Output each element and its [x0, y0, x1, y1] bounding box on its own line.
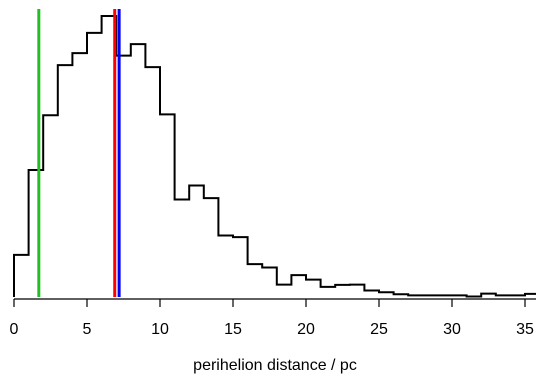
x-tick-label-35: 35 [516, 321, 534, 338]
x-tick-label-10: 10 [151, 321, 169, 338]
reference-lines [37, 9, 121, 297]
x-tick-label-0: 0 [10, 321, 19, 338]
x-tick-label-30: 30 [443, 321, 461, 338]
x-axis-label: perihelion distance / pc [193, 357, 357, 374]
plot-area [13, 15, 536, 298]
x-tick-label-25: 25 [370, 321, 388, 338]
x-tick-label-15: 15 [224, 321, 242, 338]
x-axis: 0 5 10 15 20 25 30 35 [10, 298, 536, 338]
x-tick-label-5: 5 [83, 321, 92, 338]
histogram-outline [13, 15, 536, 298]
x-tick-label-20: 20 [297, 321, 315, 338]
